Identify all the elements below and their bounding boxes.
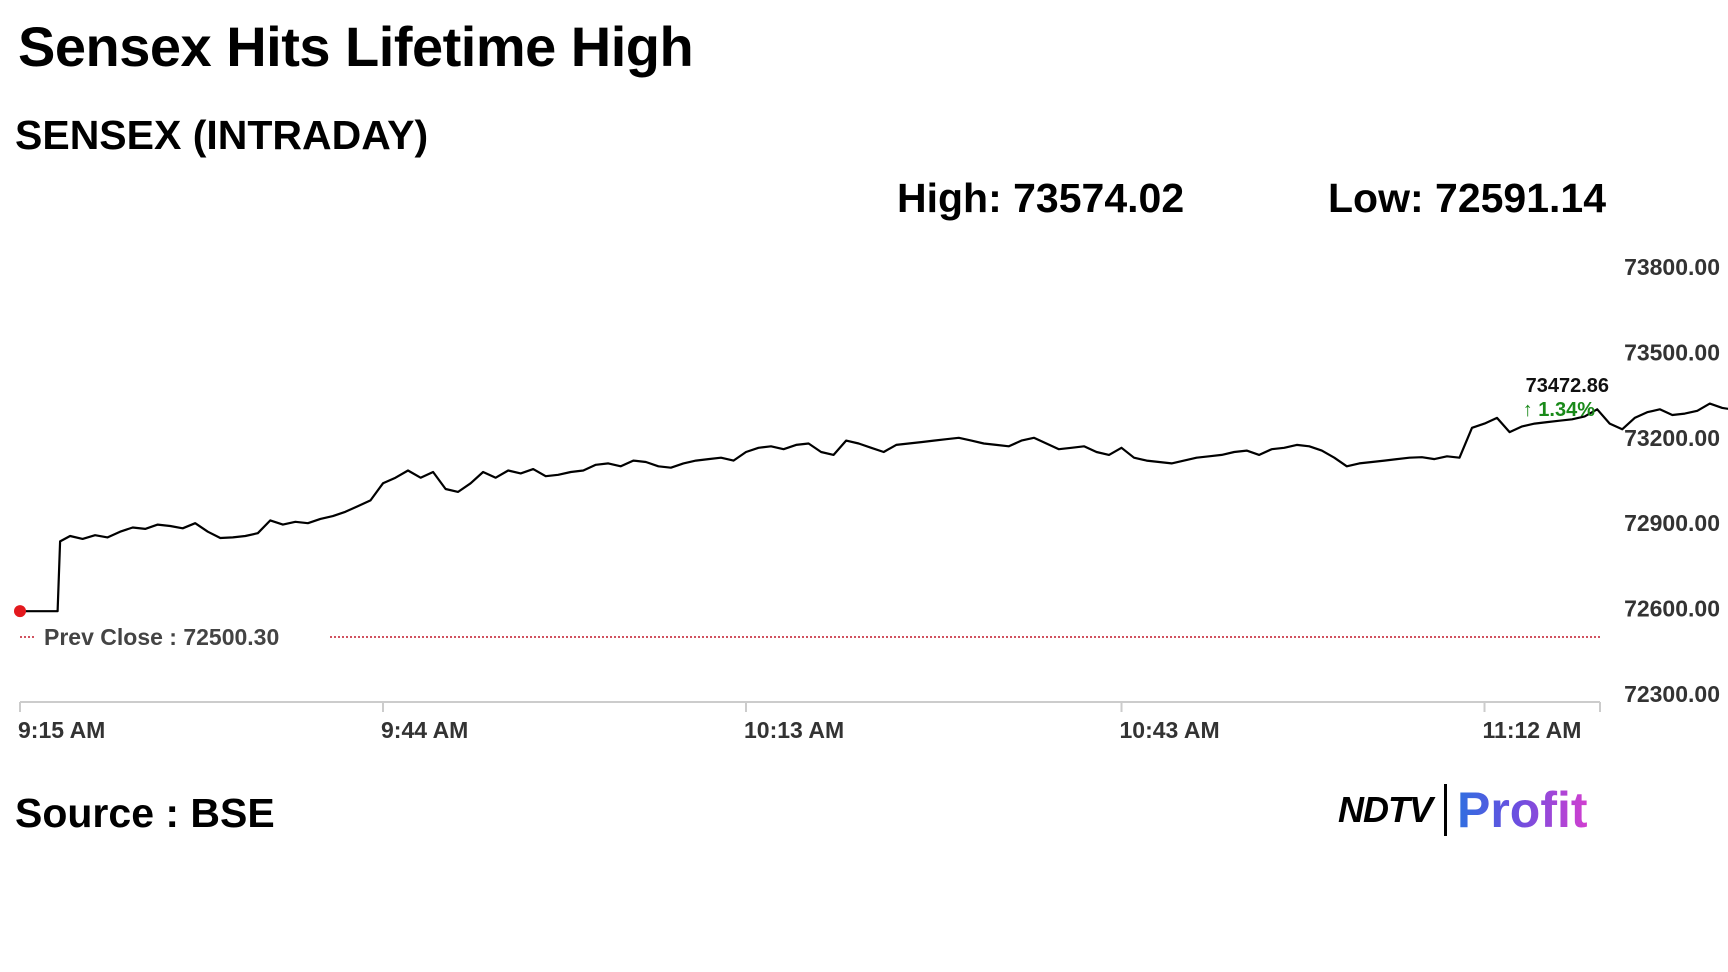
x-tick-label: 9:15 AM <box>18 717 105 743</box>
logo-ndtv: NDTV <box>1338 789 1433 830</box>
low-value: Low: 72591.14 <box>1328 175 1607 221</box>
high-value: High: 73574.02 <box>897 175 1185 221</box>
x-tick-label: 10:13 AM <box>744 717 844 743</box>
y-tick-label: 73200.00 <box>1624 425 1720 451</box>
y-tick-label: 73800.00 <box>1624 254 1720 280</box>
sensex-line <box>20 402 1728 613</box>
y-tick-label: 73500.00 <box>1624 339 1720 365</box>
source-note: Source : BSE <box>15 790 275 836</box>
prev-close-label: Prev Close : 72500.30 <box>44 624 279 650</box>
x-tick-label: 11:12 AM <box>1483 717 1582 743</box>
y-tick-label: 72300.00 <box>1624 681 1720 707</box>
chart-subtitle: SENSEX (INTRADAY) <box>15 112 429 158</box>
y-tick-label: 72600.00 <box>1624 596 1720 622</box>
change-percent-label: ↑ 1.34% <box>1523 399 1595 421</box>
logo-divider <box>1444 784 1447 836</box>
x-axis: 9:15 AM 9:44 AM 10:13 AM 10:43 AM 11:12 AM <box>18 701 1601 743</box>
x-tick-label: 10:43 AM <box>1120 717 1220 743</box>
open-marker <box>14 605 26 618</box>
logo-profit: Profit <box>1457 782 1588 838</box>
x-tick-label: 9:44 AM <box>381 717 468 743</box>
markers <box>14 605 26 618</box>
y-axis-ticks: 73800.00 73500.00 73200.00 72900.00 72600.00… <box>1624 254 1720 707</box>
headline: Sensex Hits Lifetime High <box>18 15 694 78</box>
prev-close-group: Prev Close : 72500.30 <box>20 624 1600 650</box>
last-value-label: 73472.86 <box>1526 375 1609 397</box>
ndtv-profit-logo: NDTV Profit <box>1338 782 1588 838</box>
last-value-labels: 73472.86↑ 1.34% <box>1523 375 1609 421</box>
y-tick-label: 72900.00 <box>1624 510 1720 536</box>
